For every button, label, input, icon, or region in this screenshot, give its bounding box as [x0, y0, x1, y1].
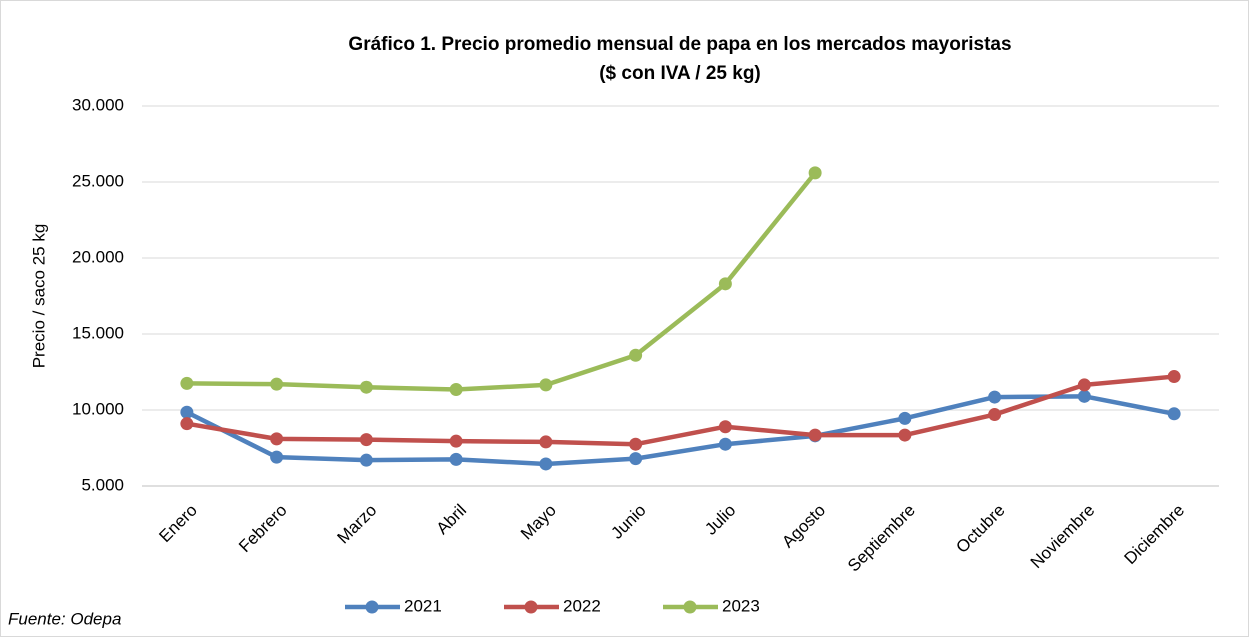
- data-point: [1077, 389, 1091, 403]
- data-point: [180, 417, 194, 431]
- data-point: [449, 452, 463, 466]
- legend-marker: [683, 600, 697, 614]
- series-line: [185, 394, 1175, 467]
- series-line: [186, 171, 817, 392]
- y-tick-label: 10.000: [72, 399, 124, 418]
- data-point: [718, 437, 732, 451]
- data-point: [988, 408, 1002, 422]
- legend-label: 2021: [404, 596, 442, 615]
- data-point: [988, 390, 1002, 404]
- legend-marker: [524, 600, 538, 614]
- y-axis-label: Precio / saco 25 kg: [29, 224, 48, 369]
- data-point: [359, 380, 373, 394]
- data-point: [898, 411, 912, 425]
- data-point: [449, 434, 463, 448]
- data-point: [359, 433, 373, 447]
- data-point: [629, 348, 643, 362]
- chart-title: Gráfico 1. Precio promedio mensual de pa…: [348, 34, 1011, 55]
- data-point: [539, 378, 553, 392]
- data-point: [180, 405, 194, 419]
- legend-marker: [365, 600, 379, 614]
- data-point: [1167, 370, 1181, 384]
- y-tick-label: 15.000: [72, 323, 124, 342]
- data-point: [898, 428, 912, 442]
- data-point: [270, 450, 284, 464]
- data-point: [718, 420, 732, 434]
- data-point: [629, 452, 643, 466]
- legend-label: 2023: [722, 596, 760, 615]
- data-point: [359, 453, 373, 467]
- data-point: [539, 435, 553, 449]
- data-point: [1167, 407, 1181, 421]
- data-point: [1077, 378, 1091, 392]
- source-note: Fuente: Odepa: [8, 609, 121, 628]
- data-point: [449, 382, 463, 396]
- data-point: [539, 457, 553, 471]
- data-point: [718, 277, 732, 291]
- series-line: [186, 374, 1175, 447]
- y-tick-label: 30.000: [72, 95, 124, 114]
- chart-subtitle: ($ con IVA / 25 kg): [599, 63, 761, 84]
- y-tick-label: 20.000: [72, 247, 124, 266]
- y-tick-label: 25.000: [72, 171, 124, 190]
- data-point: [270, 432, 284, 446]
- data-point: [629, 437, 643, 451]
- legend-label: 2022: [563, 596, 601, 615]
- data-point: [180, 376, 194, 390]
- y-tick-label: 5.000: [81, 475, 124, 494]
- data-point: [270, 377, 284, 391]
- data-point: [808, 428, 822, 442]
- data-point: [808, 166, 822, 180]
